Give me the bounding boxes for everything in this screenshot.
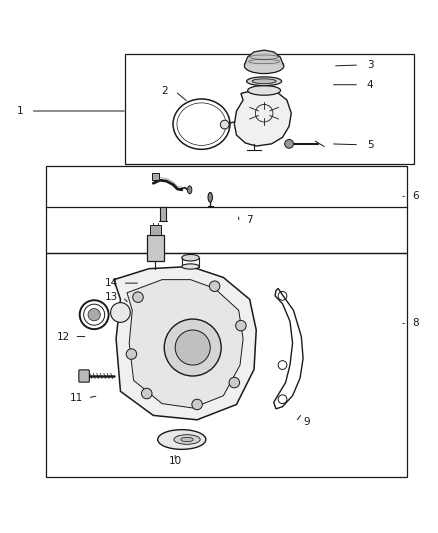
Text: 4: 4	[367, 80, 374, 90]
Circle shape	[126, 349, 137, 359]
Bar	[46, 253, 407, 477]
Circle shape	[209, 281, 220, 292]
Ellipse shape	[182, 254, 199, 261]
Text: 8: 8	[412, 318, 419, 328]
Circle shape	[285, 140, 293, 148]
Ellipse shape	[247, 77, 282, 86]
Text: 3: 3	[367, 60, 374, 70]
Text: 9: 9	[303, 417, 310, 427]
Circle shape	[192, 399, 202, 410]
Bar	[150, 225, 161, 235]
Polygon shape	[114, 266, 256, 420]
Circle shape	[88, 309, 100, 321]
Text: 13: 13	[105, 292, 118, 302]
Text: 11: 11	[70, 393, 83, 403]
Text: 10: 10	[169, 456, 182, 466]
Ellipse shape	[247, 86, 280, 95]
Text: 7: 7	[246, 215, 253, 224]
Polygon shape	[234, 89, 291, 146]
Circle shape	[141, 388, 152, 399]
Ellipse shape	[158, 430, 206, 449]
Circle shape	[229, 377, 240, 388]
Ellipse shape	[110, 303, 131, 322]
Ellipse shape	[244, 58, 284, 74]
Text: 1: 1	[16, 106, 23, 116]
Ellipse shape	[182, 264, 199, 269]
Text: 14: 14	[105, 278, 118, 288]
Circle shape	[175, 330, 210, 365]
Bar	[125, 54, 414, 164]
Polygon shape	[127, 280, 243, 408]
Ellipse shape	[208, 192, 212, 202]
Ellipse shape	[252, 79, 276, 84]
Text: 6: 6	[412, 191, 419, 201]
Text: 5: 5	[367, 140, 374, 150]
Circle shape	[236, 320, 246, 331]
Circle shape	[164, 319, 221, 376]
Ellipse shape	[181, 437, 193, 442]
Bar	[46, 166, 407, 253]
Text: 12: 12	[57, 332, 70, 342]
Bar	[152, 173, 159, 180]
Polygon shape	[244, 50, 283, 65]
Ellipse shape	[187, 186, 192, 194]
Text: 2: 2	[161, 86, 168, 96]
Circle shape	[133, 292, 143, 302]
FancyBboxPatch shape	[79, 370, 89, 382]
Circle shape	[220, 120, 229, 129]
Bar	[147, 235, 164, 261]
Ellipse shape	[174, 435, 200, 445]
Bar	[160, 207, 166, 221]
